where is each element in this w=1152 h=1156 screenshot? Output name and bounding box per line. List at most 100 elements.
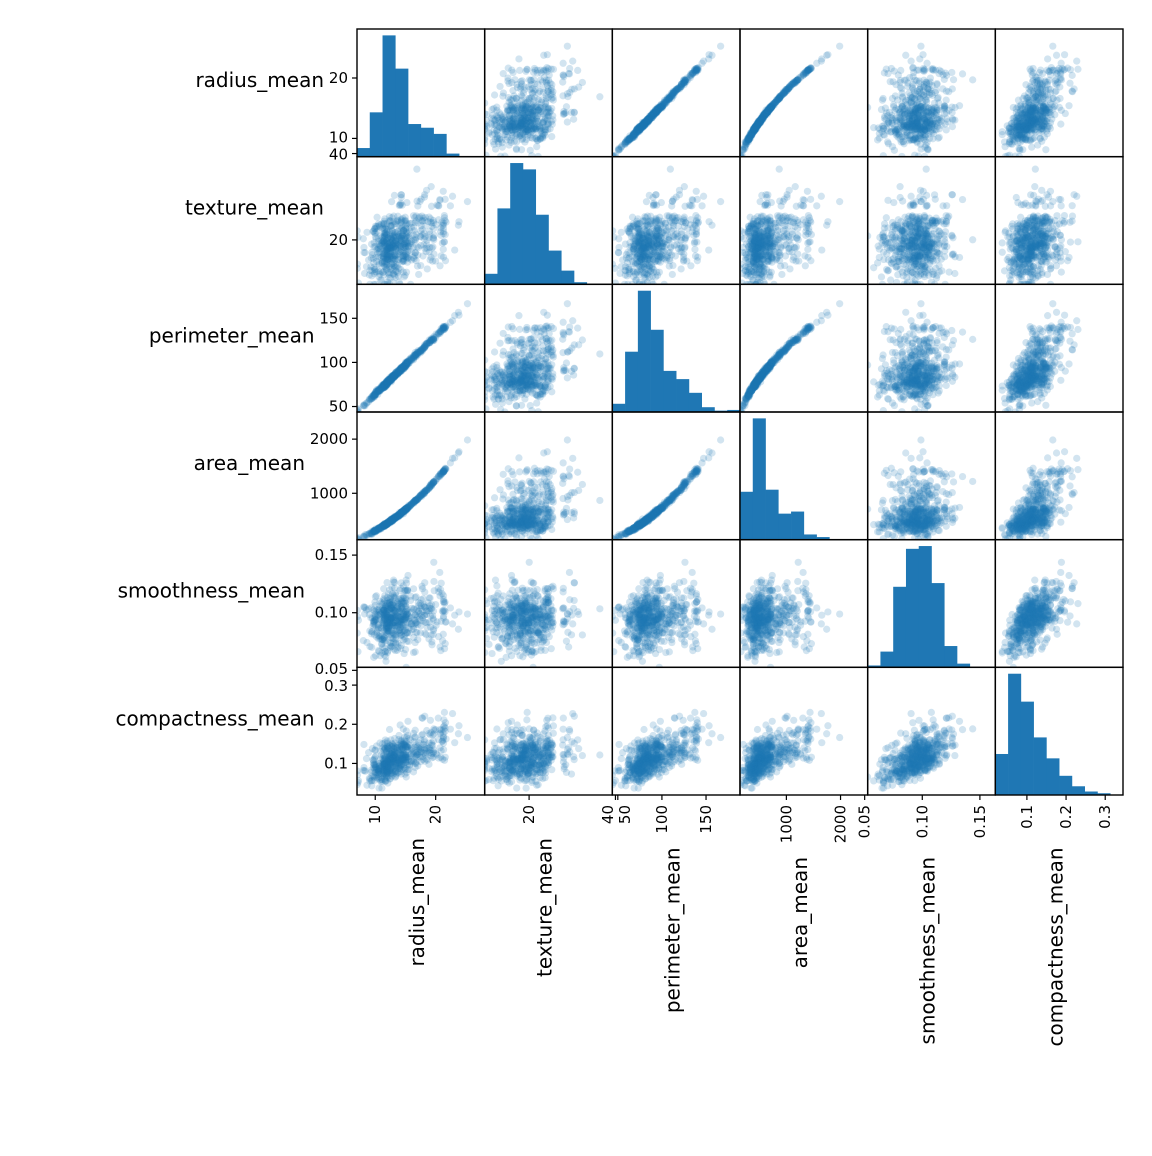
scatter-point (792, 183, 799, 190)
panel-frame (740, 29, 868, 157)
scatter-point (1026, 66, 1033, 73)
scatter-point (540, 52, 547, 59)
scatter-point (426, 214, 433, 221)
scatter-point (641, 256, 648, 263)
scatter-point (922, 141, 929, 148)
scatter-point (506, 112, 513, 119)
scatter-point (708, 222, 715, 229)
scatter-point (495, 117, 502, 124)
scatter-point (533, 143, 540, 150)
scatter-point (753, 231, 760, 238)
scatter-point (575, 83, 582, 90)
scatter-point (455, 222, 462, 229)
scatter-point (924, 117, 931, 124)
scatter-point (522, 114, 529, 121)
scatter-point (619, 141, 626, 148)
scatter-point (672, 252, 679, 259)
scatter-point (438, 218, 445, 225)
scatter-point (548, 81, 555, 88)
scatter-point (634, 125, 641, 132)
scatter-point (969, 236, 976, 243)
scatter-point (648, 217, 655, 224)
scatter-point (548, 95, 555, 102)
scatter-point (914, 112, 921, 119)
scatter-point (936, 114, 943, 121)
panel-texture_mean-vs-smoothness_mean (864, 157, 995, 288)
hist-bar-radius_mean-0 (357, 148, 370, 157)
scatter-point (792, 258, 799, 265)
scatter-point (681, 81, 688, 88)
scatter-point (653, 202, 660, 209)
scatter-point (574, 67, 581, 74)
scatter-point (1015, 97, 1022, 104)
scatter-point (935, 99, 942, 106)
scatter-point (804, 246, 811, 253)
panel-radius_mean-vs-radius_mean (357, 29, 485, 157)
scatter-point (568, 109, 575, 116)
scatter-point (693, 218, 700, 225)
scatter-point (949, 116, 956, 123)
scatter-point (667, 166, 674, 173)
scatter-point (419, 252, 426, 259)
scatter-point (654, 272, 661, 279)
panel-radius_mean-vs-area_mean (736, 29, 867, 160)
scatter-point (404, 220, 411, 227)
scatter-point (748, 222, 755, 229)
scatter-point (758, 114, 765, 121)
panel-content (609, 43, 724, 160)
scatter-point (680, 258, 687, 265)
scatter-point (771, 241, 778, 248)
scatter-point (778, 271, 785, 278)
scatter-point (360, 249, 367, 256)
scatter-point (879, 97, 886, 104)
scatter-point (1069, 88, 1076, 95)
scatter-point (482, 152, 489, 159)
scatter-point (515, 55, 522, 62)
scatter-point (626, 270, 633, 277)
scatter-point (408, 248, 415, 255)
scatter-point (999, 128, 1006, 135)
scatter-point (523, 126, 530, 133)
scatter-point (648, 114, 655, 121)
scatter-point (917, 43, 924, 50)
scatter-point (1039, 89, 1046, 96)
scatter-point (891, 147, 898, 154)
hist-bar-texture_mean-4 (536, 215, 549, 285)
scatter-point (549, 88, 556, 95)
scatter-point (789, 228, 796, 235)
scatter-point (501, 125, 508, 132)
scatter-point (514, 98, 521, 105)
scatter-point (371, 270, 378, 277)
hist-bar-radius_mean-6 (434, 134, 447, 157)
scatter-point (449, 193, 456, 200)
scatter-point (922, 108, 929, 115)
scatter-point (548, 133, 555, 140)
scatter-point (804, 188, 811, 195)
scatter-point (921, 81, 928, 88)
panel-content (736, 43, 843, 160)
scatter-point (535, 101, 542, 108)
scatter-point (764, 233, 771, 240)
scatter-point (923, 60, 930, 67)
scatter-point (818, 246, 825, 253)
scatter-point (632, 271, 639, 278)
scatter-point (360, 235, 367, 242)
scatter-point (534, 81, 541, 88)
panel-content (485, 163, 587, 284)
scatter-point (417, 227, 424, 234)
scatter-point (888, 128, 895, 135)
scatter-point (794, 232, 801, 239)
scatter-point (618, 263, 625, 270)
scatter-point (884, 197, 891, 204)
scatter-point (1034, 141, 1041, 148)
scatter-point (745, 136, 752, 143)
scatter-point (1062, 110, 1069, 117)
scatter-point (634, 250, 641, 257)
scatter-point (766, 258, 773, 265)
scatter-point (764, 108, 771, 115)
scatter-point (441, 238, 448, 245)
panel-radius_mean-vs-compactness_mean (995, 29, 1123, 160)
scatter-point (751, 260, 758, 267)
scatter-point (949, 123, 956, 130)
